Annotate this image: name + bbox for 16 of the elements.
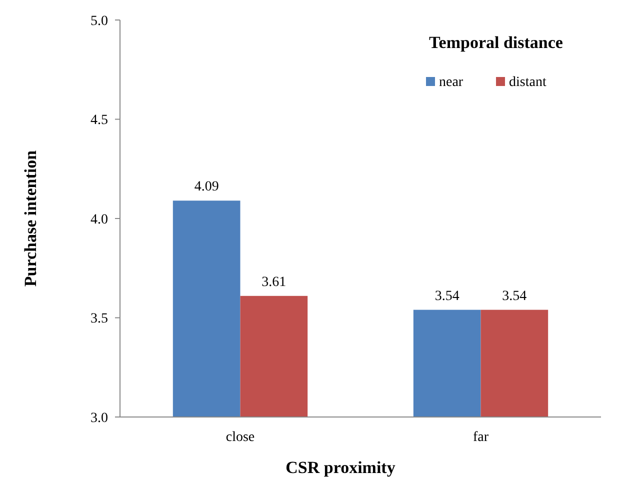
y-tick-label: 4.5	[90, 113, 108, 128]
y-axis-title: Purchase intention	[21, 150, 40, 287]
x-tick-label: close	[226, 430, 255, 445]
y-tick-label: 3.0	[90, 410, 108, 426]
x-axis-title: CSR proximity	[286, 458, 396, 477]
y-tick-label: 4.0	[90, 212, 108, 228]
y-tick-label: 3.5	[90, 312, 108, 327]
data-label: 3.54	[434, 288, 460, 304]
data-label: 3.54	[502, 288, 527, 304]
legend-label: near	[439, 75, 464, 90]
y-tick-label: 5.0	[90, 14, 108, 29]
legend-label: distant	[509, 75, 546, 90]
data-label: 3.61	[262, 274, 286, 290]
legend-title: Temporal distance	[429, 33, 564, 52]
data-label: 4.09	[194, 180, 219, 195]
x-tick-label: far	[472, 430, 489, 445]
